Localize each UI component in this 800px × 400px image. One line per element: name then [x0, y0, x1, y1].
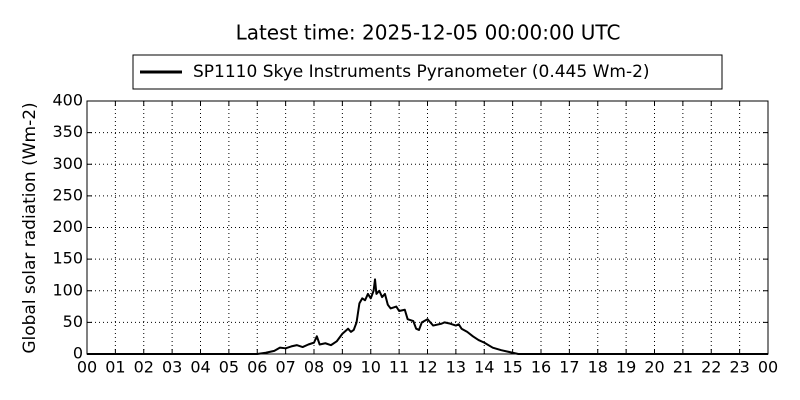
x-tick-label: 17	[559, 358, 579, 377]
x-tick-label: 11	[389, 358, 409, 377]
x-tick-label: 04	[190, 358, 210, 377]
x-tick-label: 10	[361, 358, 381, 377]
x-tick-label: 05	[219, 358, 239, 377]
y-tick-label: 0	[73, 344, 83, 363]
y-tick-label: 150	[52, 249, 83, 268]
x-tick-label: 22	[701, 358, 721, 377]
y-tick-label: 250	[52, 185, 83, 204]
x-tick-label: 15	[502, 358, 522, 377]
data-line	[87, 278, 768, 355]
x-tick-label: 18	[588, 358, 608, 377]
x-tick-label: 02	[134, 358, 154, 377]
y-tick-label: 400	[52, 91, 83, 110]
x-tick-label: 01	[105, 358, 125, 377]
x-tick-label: 23	[729, 358, 749, 377]
legend-label: SP1110 Skye Instruments Pyranometer (0.4…	[193, 62, 650, 82]
y-tick-label: 100	[52, 280, 83, 299]
y-tick-label: 200	[52, 217, 83, 236]
x-tick-label: 06	[247, 358, 267, 377]
x-tick-label: 20	[644, 358, 664, 377]
x-tick-label: 00	[77, 358, 97, 377]
x-tick-label: 16	[531, 358, 551, 377]
x-tick-label: 14	[474, 358, 494, 377]
x-tick-label: 08	[304, 358, 324, 377]
plot-frame	[86, 100, 769, 355]
x-tick-label: 09	[332, 358, 352, 377]
y-tick-label: 300	[52, 154, 83, 173]
x-tick-label: 21	[673, 358, 693, 377]
x-tick-label: 07	[275, 358, 295, 377]
x-tick-label: 03	[162, 358, 182, 377]
x-tick-label: 12	[417, 358, 437, 377]
x-tick-label: 00	[758, 358, 778, 377]
x-tick-label: 13	[446, 358, 466, 377]
x-tick-label: 19	[616, 358, 636, 377]
y-tick-label: 50	[63, 312, 83, 331]
y-axis-label: Global solar radiation (Wm-2)	[20, 102, 40, 353]
chart-title: Latest time: 2025-12-05 00:00:00 UTC	[236, 21, 621, 45]
legend-box	[132, 54, 723, 90]
y-tick-label: 350	[52, 122, 83, 141]
legend: SP1110 Skye Instruments Pyranometer (0.4…	[132, 54, 723, 90]
